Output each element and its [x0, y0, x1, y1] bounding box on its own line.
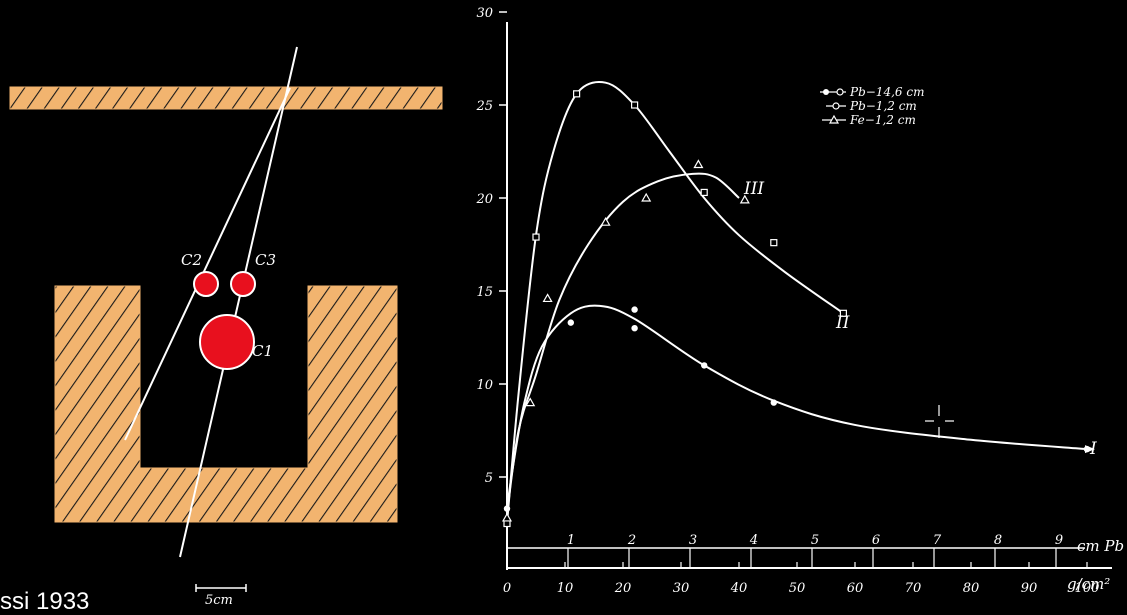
- x-mass-tick-label: 60: [847, 581, 864, 596]
- x-mass-tick-label: 70: [905, 581, 922, 596]
- data-point-i: [631, 306, 638, 313]
- counter-c1-label: C1: [252, 342, 273, 360]
- top-absorber-plate: [9, 86, 443, 110]
- data-point-i: [503, 505, 511, 512]
- absorption-chart: 5 10 15 20 25 30 0 10 20 30 40 50 60 70 80 90 100 1 2 3 4 5…: [475, 6, 1124, 596]
- y-axis-ticks: 5 10 15 20 25 30: [475, 6, 507, 486]
- counter-c2: [193, 271, 219, 297]
- apparatus-diagram: C2 C3 C1 5cm: [9, 46, 443, 608]
- particle-track-2: [124, 87, 291, 441]
- x-mass-tick-label: 90: [1021, 581, 1038, 596]
- data-point-iii: [739, 194, 750, 204]
- x-pb-tick-label: 5: [811, 533, 819, 548]
- curve-ii: [506, 81, 844, 524]
- curve-label-ii: II: [835, 313, 850, 333]
- y-tick-label: 10: [476, 378, 493, 393]
- x-axis-mass-ticks: 0 10 20 30 40 50 60 70 80 90 100: [503, 562, 1100, 596]
- x-mass-tick-label: 20: [614, 581, 632, 596]
- chart-legend: Pb−14,6 cm Pb−1,2 cm Fe−1,2 cm: [820, 85, 924, 127]
- data-point-iii: [693, 159, 704, 169]
- legend-marker-open-circle-2: [832, 102, 840, 110]
- data-point-iii: [600, 216, 611, 226]
- x-mass-tick-label: 80: [963, 581, 980, 596]
- data-point-ii: [572, 90, 581, 98]
- curve-label-i: I: [1089, 439, 1097, 459]
- counter-c1: [199, 314, 255, 370]
- x-pb-tick-label: 6: [872, 533, 880, 548]
- x-pb-tick-label: 4: [749, 533, 758, 548]
- y-tick-label: 20: [475, 192, 493, 207]
- legend-entry-pb-14-6: Pb−14,6 cm: [849, 85, 924, 99]
- curve-label-iii: III: [743, 179, 764, 199]
- x-mass-tick-label: 50: [789, 581, 806, 596]
- data-point-iii: [641, 192, 652, 202]
- legend-marker-triangle: [828, 114, 840, 124]
- particle-track-1: [179, 46, 298, 558]
- x-mass-tick-label: 0: [503, 581, 511, 596]
- legend-entry-fe-1-2: Fe−1,2 cm: [849, 113, 916, 127]
- data-point-ii: [700, 188, 708, 197]
- crosshair-cursor: [925, 405, 954, 438]
- u-shaped-absorber: [54, 285, 398, 523]
- legend-marker-open-circle: [836, 88, 844, 96]
- chart-markers: [501, 90, 1095, 528]
- counter-c2-label: C2: [181, 251, 202, 269]
- legend-marker-filled-circle: [823, 89, 829, 95]
- data-point-i: [701, 362, 708, 369]
- chart-curves: [506, 81, 1088, 524]
- x-pb-tick-label: 9: [1055, 533, 1063, 548]
- scale-bar-label: 5cm: [205, 593, 233, 608]
- counter-c3-label: C3: [255, 251, 276, 269]
- curve-i: [506, 304, 1088, 509]
- data-point-i: [770, 399, 777, 406]
- data-point-i: [631, 325, 638, 332]
- y-tick-label: 15: [476, 285, 493, 300]
- curve-iii: [506, 172, 740, 515]
- data-point-ii: [630, 101, 639, 109]
- x-pb-tick-label: 1: [567, 533, 575, 548]
- data-point-iii: [542, 293, 553, 303]
- x-mass-tick-label: 30: [673, 581, 690, 596]
- data-point-iii: [501, 512, 513, 522]
- curve-i-arrowhead: [1085, 445, 1095, 454]
- x-mass-tick-label: 40: [730, 581, 748, 596]
- x-pb-tick-label: 7: [933, 533, 942, 548]
- x-pb-tick-label: 8: [994, 533, 1002, 548]
- data-point-i: [567, 319, 574, 326]
- slide-caption: ssi 1933: [0, 588, 90, 615]
- y-tick-label: 25: [475, 99, 493, 114]
- data-point-iii: [525, 397, 536, 407]
- x-pb-tick-label: 3: [689, 533, 697, 548]
- y-tick-label: 5: [485, 471, 493, 486]
- x-axis-mass-unit: g/cm²: [1067, 575, 1110, 593]
- data-point-ii: [839, 309, 848, 317]
- x-axis-pb-ticks: 1 2 3 4 5 6 7 8 9: [567, 533, 1063, 568]
- y-tick-label: 30: [476, 6, 493, 21]
- x-axis-pb-unit: cm Pb: [1077, 537, 1124, 555]
- scale-bar: [195, 584, 247, 592]
- data-point-ii: [532, 233, 540, 241]
- x-mass-tick-label: 100: [1075, 581, 1100, 596]
- counter-c3: [230, 271, 256, 297]
- x-pb-tick-label: 2: [627, 533, 636, 548]
- legend-entry-pb-1-2: Pb−1,2 cm: [849, 99, 917, 113]
- x-mass-tick-label: 10: [557, 581, 574, 596]
- data-point-ii: [770, 239, 778, 247]
